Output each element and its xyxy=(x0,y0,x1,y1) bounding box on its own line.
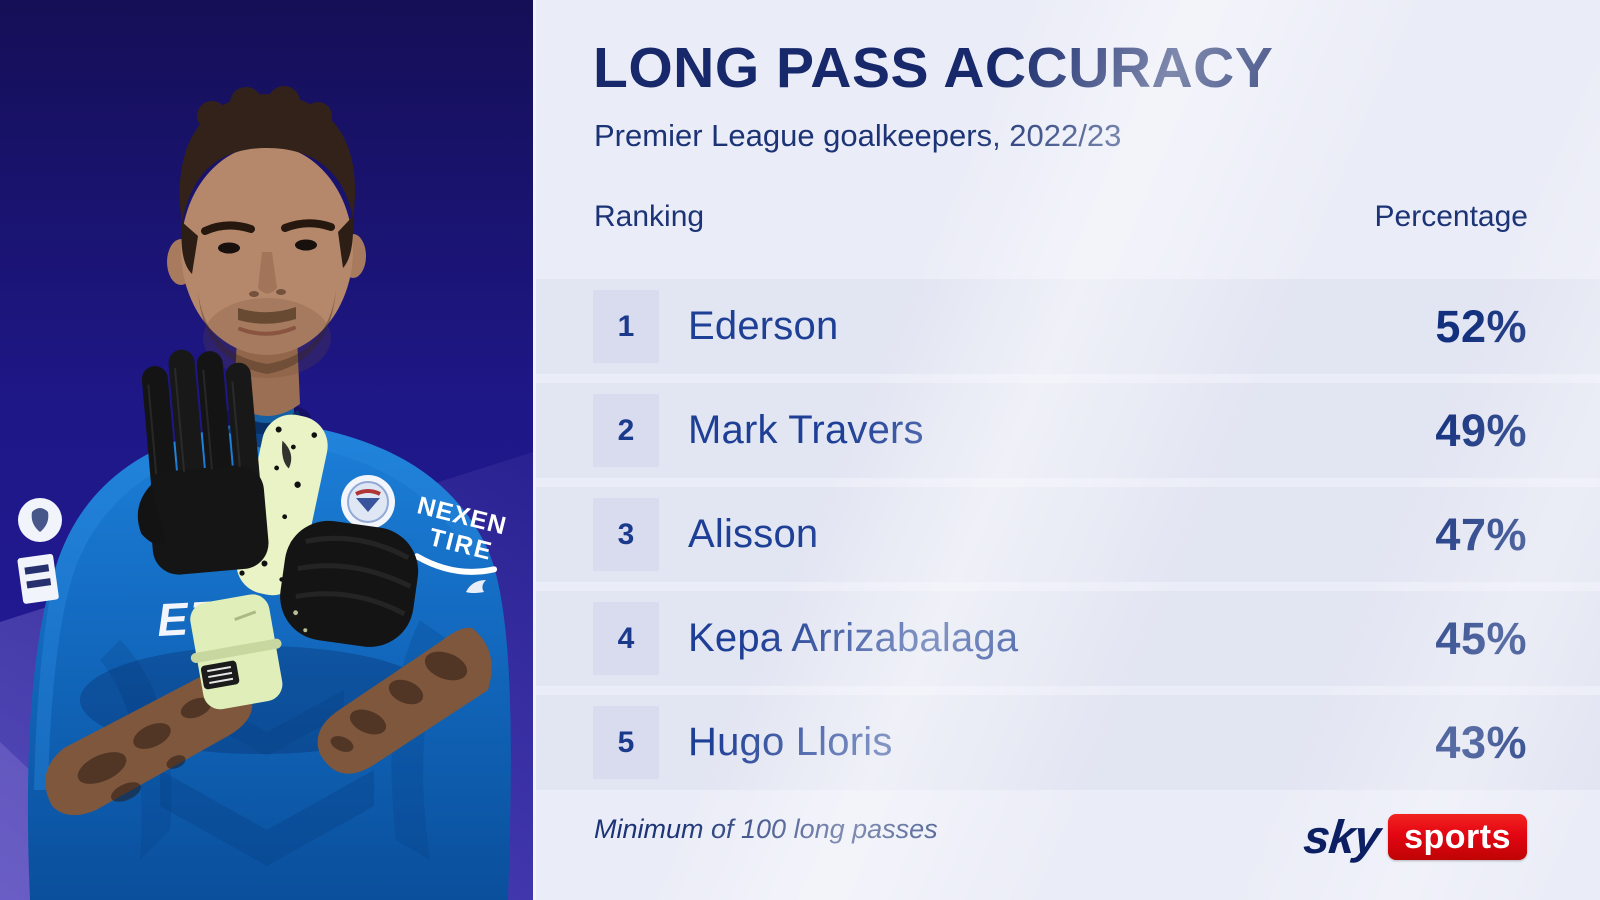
player-name: Kepa Arrizabalaga xyxy=(688,616,1019,660)
sky-wordmark: sky xyxy=(1300,810,1382,863)
rank-badge: 4 xyxy=(593,602,659,675)
percentage-value: 47% xyxy=(1435,508,1527,560)
player-arms xyxy=(45,349,492,816)
sky-sports-logo: sky sports xyxy=(1300,810,1527,863)
glove-cuff xyxy=(190,594,283,710)
footnote: Minimum of 100 long passes xyxy=(594,814,938,844)
page-subtitle: Premier League goalkeepers, 2022/23 xyxy=(594,118,1122,153)
sports-wordmark: sports xyxy=(1404,818,1511,856)
percentage-value: 43% xyxy=(1435,716,1527,768)
goalkeeper-glove-fist xyxy=(280,520,419,647)
player-head xyxy=(167,86,366,416)
sports-badge: sports xyxy=(1388,814,1527,860)
player-name: Hugo Lloris xyxy=(688,720,893,764)
table-row: 5 Hugo Lloris 43% xyxy=(536,695,1600,790)
rank-badge: 5 xyxy=(593,706,659,779)
column-header-ranking: Ranking xyxy=(594,200,705,233)
stats-panel: LONG PASS ACCURACY Premier League goalke… xyxy=(533,0,1600,900)
player-name: Mark Travers xyxy=(688,408,924,452)
rank-badge: 3 xyxy=(593,498,659,571)
percentage-value: 52% xyxy=(1435,300,1527,352)
player-name: Alisson xyxy=(688,512,819,556)
percentage-value: 49% xyxy=(1435,404,1527,456)
player-photo-panel: ET NEXEN TIRE xyxy=(0,0,533,900)
premier-league-badge-icon xyxy=(18,498,62,542)
player-name: Ederson xyxy=(688,304,839,348)
rank-badge: 1 xyxy=(593,290,659,363)
club-crest-icon xyxy=(341,475,395,529)
table-row: 4 Kepa Arrizabalaga 45% xyxy=(536,591,1600,686)
rank-badge: 2 xyxy=(593,394,659,467)
player-photo: ET NEXEN TIRE xyxy=(0,0,533,900)
sleeve-puma-icon xyxy=(466,580,486,593)
column-header-percentage: Percentage xyxy=(1374,200,1528,233)
table-row: 1 Ederson 52% xyxy=(536,279,1600,374)
page-title: LONG PASS ACCURACY xyxy=(593,36,1274,100)
goalkeeper-glove-up xyxy=(137,349,269,575)
sleeve-patch xyxy=(17,553,59,604)
ranking-table: 1 Ederson 52% 2 Mark Travers 49% 3 Aliss… xyxy=(536,279,1600,799)
table-row: 2 Mark Travers 49% xyxy=(536,383,1600,478)
table-row: 3 Alisson 47% xyxy=(536,487,1600,582)
percentage-value: 45% xyxy=(1435,612,1527,664)
